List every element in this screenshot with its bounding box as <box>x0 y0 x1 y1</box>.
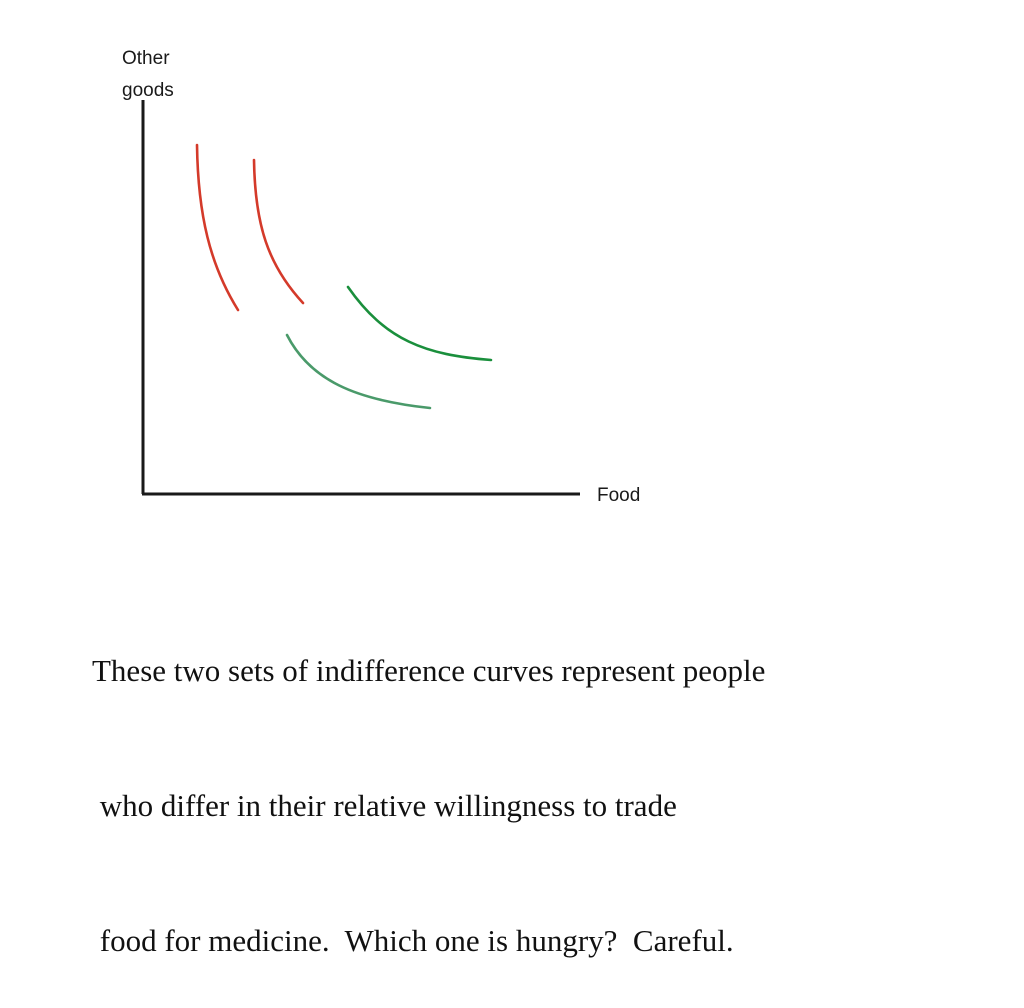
green-indifference-curve-lower <box>285 333 432 410</box>
green-indifference-curve-upper <box>346 285 493 362</box>
red-indifference-curve-1 <box>195 143 240 312</box>
caption-line-1: These two sets of indifference curves re… <box>92 653 766 688</box>
caption-text: These two sets of indifference curves re… <box>92 558 765 1008</box>
indifference-curve-diagram: Other goods Food <box>122 48 640 506</box>
caption-line-2: who differ in their relative willingness… <box>92 788 677 823</box>
caption-line-3: food for medicine. Which one is hungry? … <box>92 923 734 958</box>
y-axis-label-line-2: goods <box>122 80 174 101</box>
x-axis-label: Food <box>597 485 640 506</box>
red-indifference-curve-2 <box>252 158 305 305</box>
y-axis-label-line-1: Other <box>122 48 170 69</box>
